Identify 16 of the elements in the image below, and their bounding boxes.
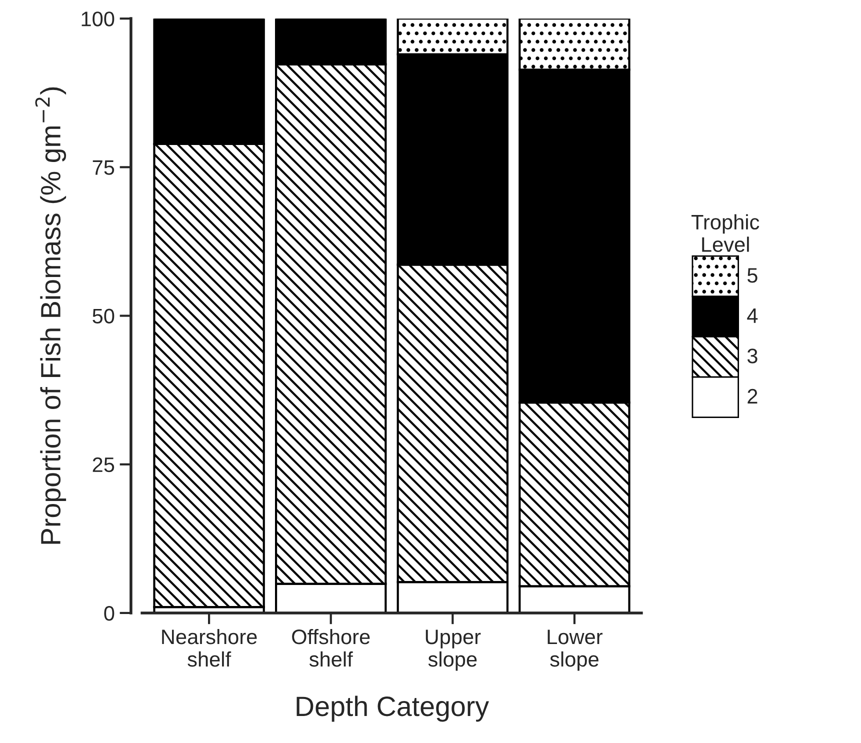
y-tick-label: 75 [92,160,114,175]
y-tick-label: 100 [82,12,114,26]
x-tick-label: Lower slope [548,630,602,671]
legend-label: 2 [748,388,758,404]
legend-label: 5 [747,268,758,283]
legend-label: 4 [747,308,758,323]
x-tick-label: Offshore shelf [292,628,370,667]
x-tick-label: Nearshore shelf [162,628,257,667]
y-tick-label: 25 [92,457,114,472]
legend-label: 3 [747,348,758,364]
y-axis-title: Proportion of Fish Biomass (% gm$^{−2}$) [35,87,66,544]
y-tick-label: 50 [92,308,114,324]
y-tick-label: 0 [104,606,114,621]
x-tick-label: Upper slope [426,630,481,671]
legend-title: Trophic Level [691,214,760,252]
x-axis-title: Depth Category [296,696,489,722]
